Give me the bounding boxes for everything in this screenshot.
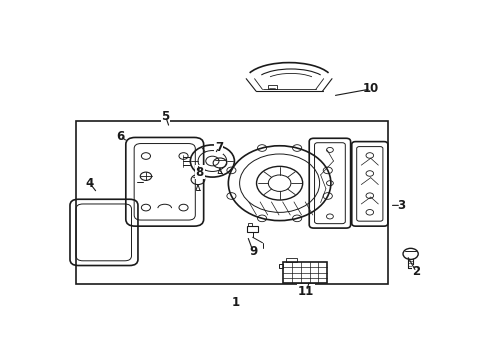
Text: 3: 3 — [397, 199, 405, 212]
Text: 7: 7 — [215, 141, 223, 154]
Text: 10: 10 — [363, 82, 379, 95]
Bar — [76, 121, 388, 284]
Bar — [268, 85, 276, 89]
Bar — [247, 226, 258, 232]
Bar — [248, 223, 252, 226]
Text: 8: 8 — [196, 166, 204, 179]
Text: 9: 9 — [249, 244, 257, 258]
Text: 6: 6 — [116, 130, 124, 143]
Bar — [283, 262, 327, 283]
Bar — [287, 258, 297, 262]
Bar — [279, 264, 283, 268]
Text: 5: 5 — [162, 110, 170, 123]
Text: 4: 4 — [86, 177, 94, 190]
Text: 11: 11 — [298, 285, 314, 298]
Text: 2: 2 — [412, 265, 420, 278]
Text: 1: 1 — [232, 296, 240, 309]
